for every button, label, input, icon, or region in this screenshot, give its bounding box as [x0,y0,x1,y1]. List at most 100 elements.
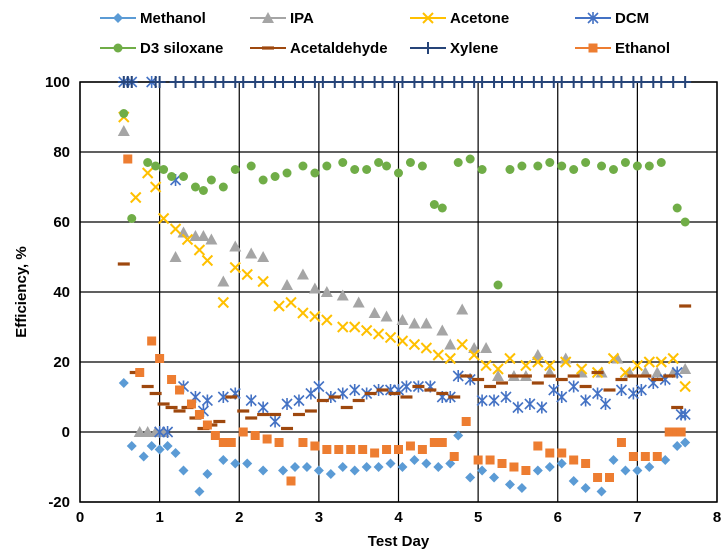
point-d3-siloxane [656,158,666,167]
point-ipa [189,230,202,241]
point-ipa [456,303,469,315]
point-dcm [580,394,592,407]
point-ipa [468,342,481,353]
point-d3-siloxane [282,168,292,178]
point-d3-siloxane [298,161,308,171]
point-ethanol [521,466,531,475]
point-d3-siloxane [270,172,280,181]
point-d3-siloxane [218,182,228,192]
point-acetaldehyde [436,391,449,396]
point-ethanol [473,455,483,465]
point-d3-siloxane [198,186,208,195]
point-dcm [627,387,639,400]
point-acetaldehyde [663,374,676,378]
point-ipa [408,317,421,329]
point-methanol [349,465,360,476]
point-ethanol [581,459,591,468]
point-acetaldehyde [603,388,616,392]
legend-marker-d3-siloxane [113,43,123,53]
point-acetone [504,352,516,365]
point-ethanol [147,336,157,346]
point-dcm [615,384,628,396]
point-dcm [591,387,604,400]
point-methanol [202,469,213,479]
point-acetone [229,261,241,274]
point-ethanol [334,445,344,454]
point-acetaldehyde [639,374,652,378]
point-dcm [635,384,647,396]
point-dcm [476,394,488,407]
point-ethanol [533,441,543,451]
point-ethanol [358,445,368,454]
point-methanol [596,486,607,497]
point-methanol [337,462,348,472]
point-ethanol [262,434,272,444]
point-xylene [376,76,389,88]
point-acetone [396,335,409,347]
point-ethanol [322,445,332,454]
point-ipa [368,307,381,318]
series-d3-siloxane [119,109,690,290]
point-dcm [524,398,536,410]
point-d3-siloxane [680,217,690,227]
point-dcm [217,391,229,403]
point-ipa [149,426,162,437]
point-methanol [532,465,543,476]
point-xylene [575,76,588,88]
point-ipa [420,317,433,329]
point-acetaldehyde [364,391,377,396]
legend-marker-dcm [587,12,599,24]
point-methanol [680,437,691,448]
point-d3-siloxane [143,158,153,167]
point-dcm [305,387,317,400]
point-acetone [201,254,214,267]
point-ethanol [167,375,177,384]
point-d3-siloxane [429,200,439,209]
point-methanol [258,465,269,476]
point-acetaldehyde [141,384,154,389]
point-d3-siloxane [350,165,360,174]
legend-label: Xylene [450,40,498,57]
point-d3-siloxane [533,161,543,171]
x-tick-label: 5 [474,509,482,526]
point-methanol [230,458,241,469]
point-xylene [436,76,449,88]
x-tick-label: 0 [76,509,84,526]
point-ethanol [616,438,626,447]
series-ethanol [123,154,686,486]
point-acetaldehyde [579,384,592,389]
point-acetone [337,321,349,333]
point-acetaldehyde [591,370,604,375]
point-xylene [257,76,270,88]
point-methanol [385,458,396,469]
point-dcm [349,384,361,396]
point-ipa [336,289,349,301]
point-methanol [556,458,567,469]
point-d3-siloxane [632,161,642,171]
point-ethanol [186,399,196,409]
point-acetone [321,314,333,326]
legend-item-ethanol: Ethanol [575,40,670,57]
legend-label: Acetone [450,10,509,27]
point-ipa [205,233,218,245]
x-tick-label: 7 [633,509,641,526]
point-acetone [149,181,162,193]
y-tick-label: 100 [45,74,70,91]
legend-marker-acetaldehyde [262,46,274,50]
point-acetaldehyde [388,391,401,396]
legend: Methanol IPA Acetone DCM D3 siloxane Acetalde… [100,10,670,57]
point-d3-siloxane [246,161,256,171]
point-xylene [496,76,509,88]
point-acetaldehyde [237,409,250,413]
point-acetone [420,342,433,354]
point-d3-siloxane [310,168,320,178]
point-xylene [217,76,230,88]
point-methanol [568,476,579,486]
point-xylene [396,76,409,88]
legend-item-xylene: Xylene [410,40,498,57]
point-dcm [293,394,305,407]
x-tick-label: 2 [235,509,243,526]
legend-item-dcm: DCM [575,10,649,27]
point-acetone [157,212,170,225]
